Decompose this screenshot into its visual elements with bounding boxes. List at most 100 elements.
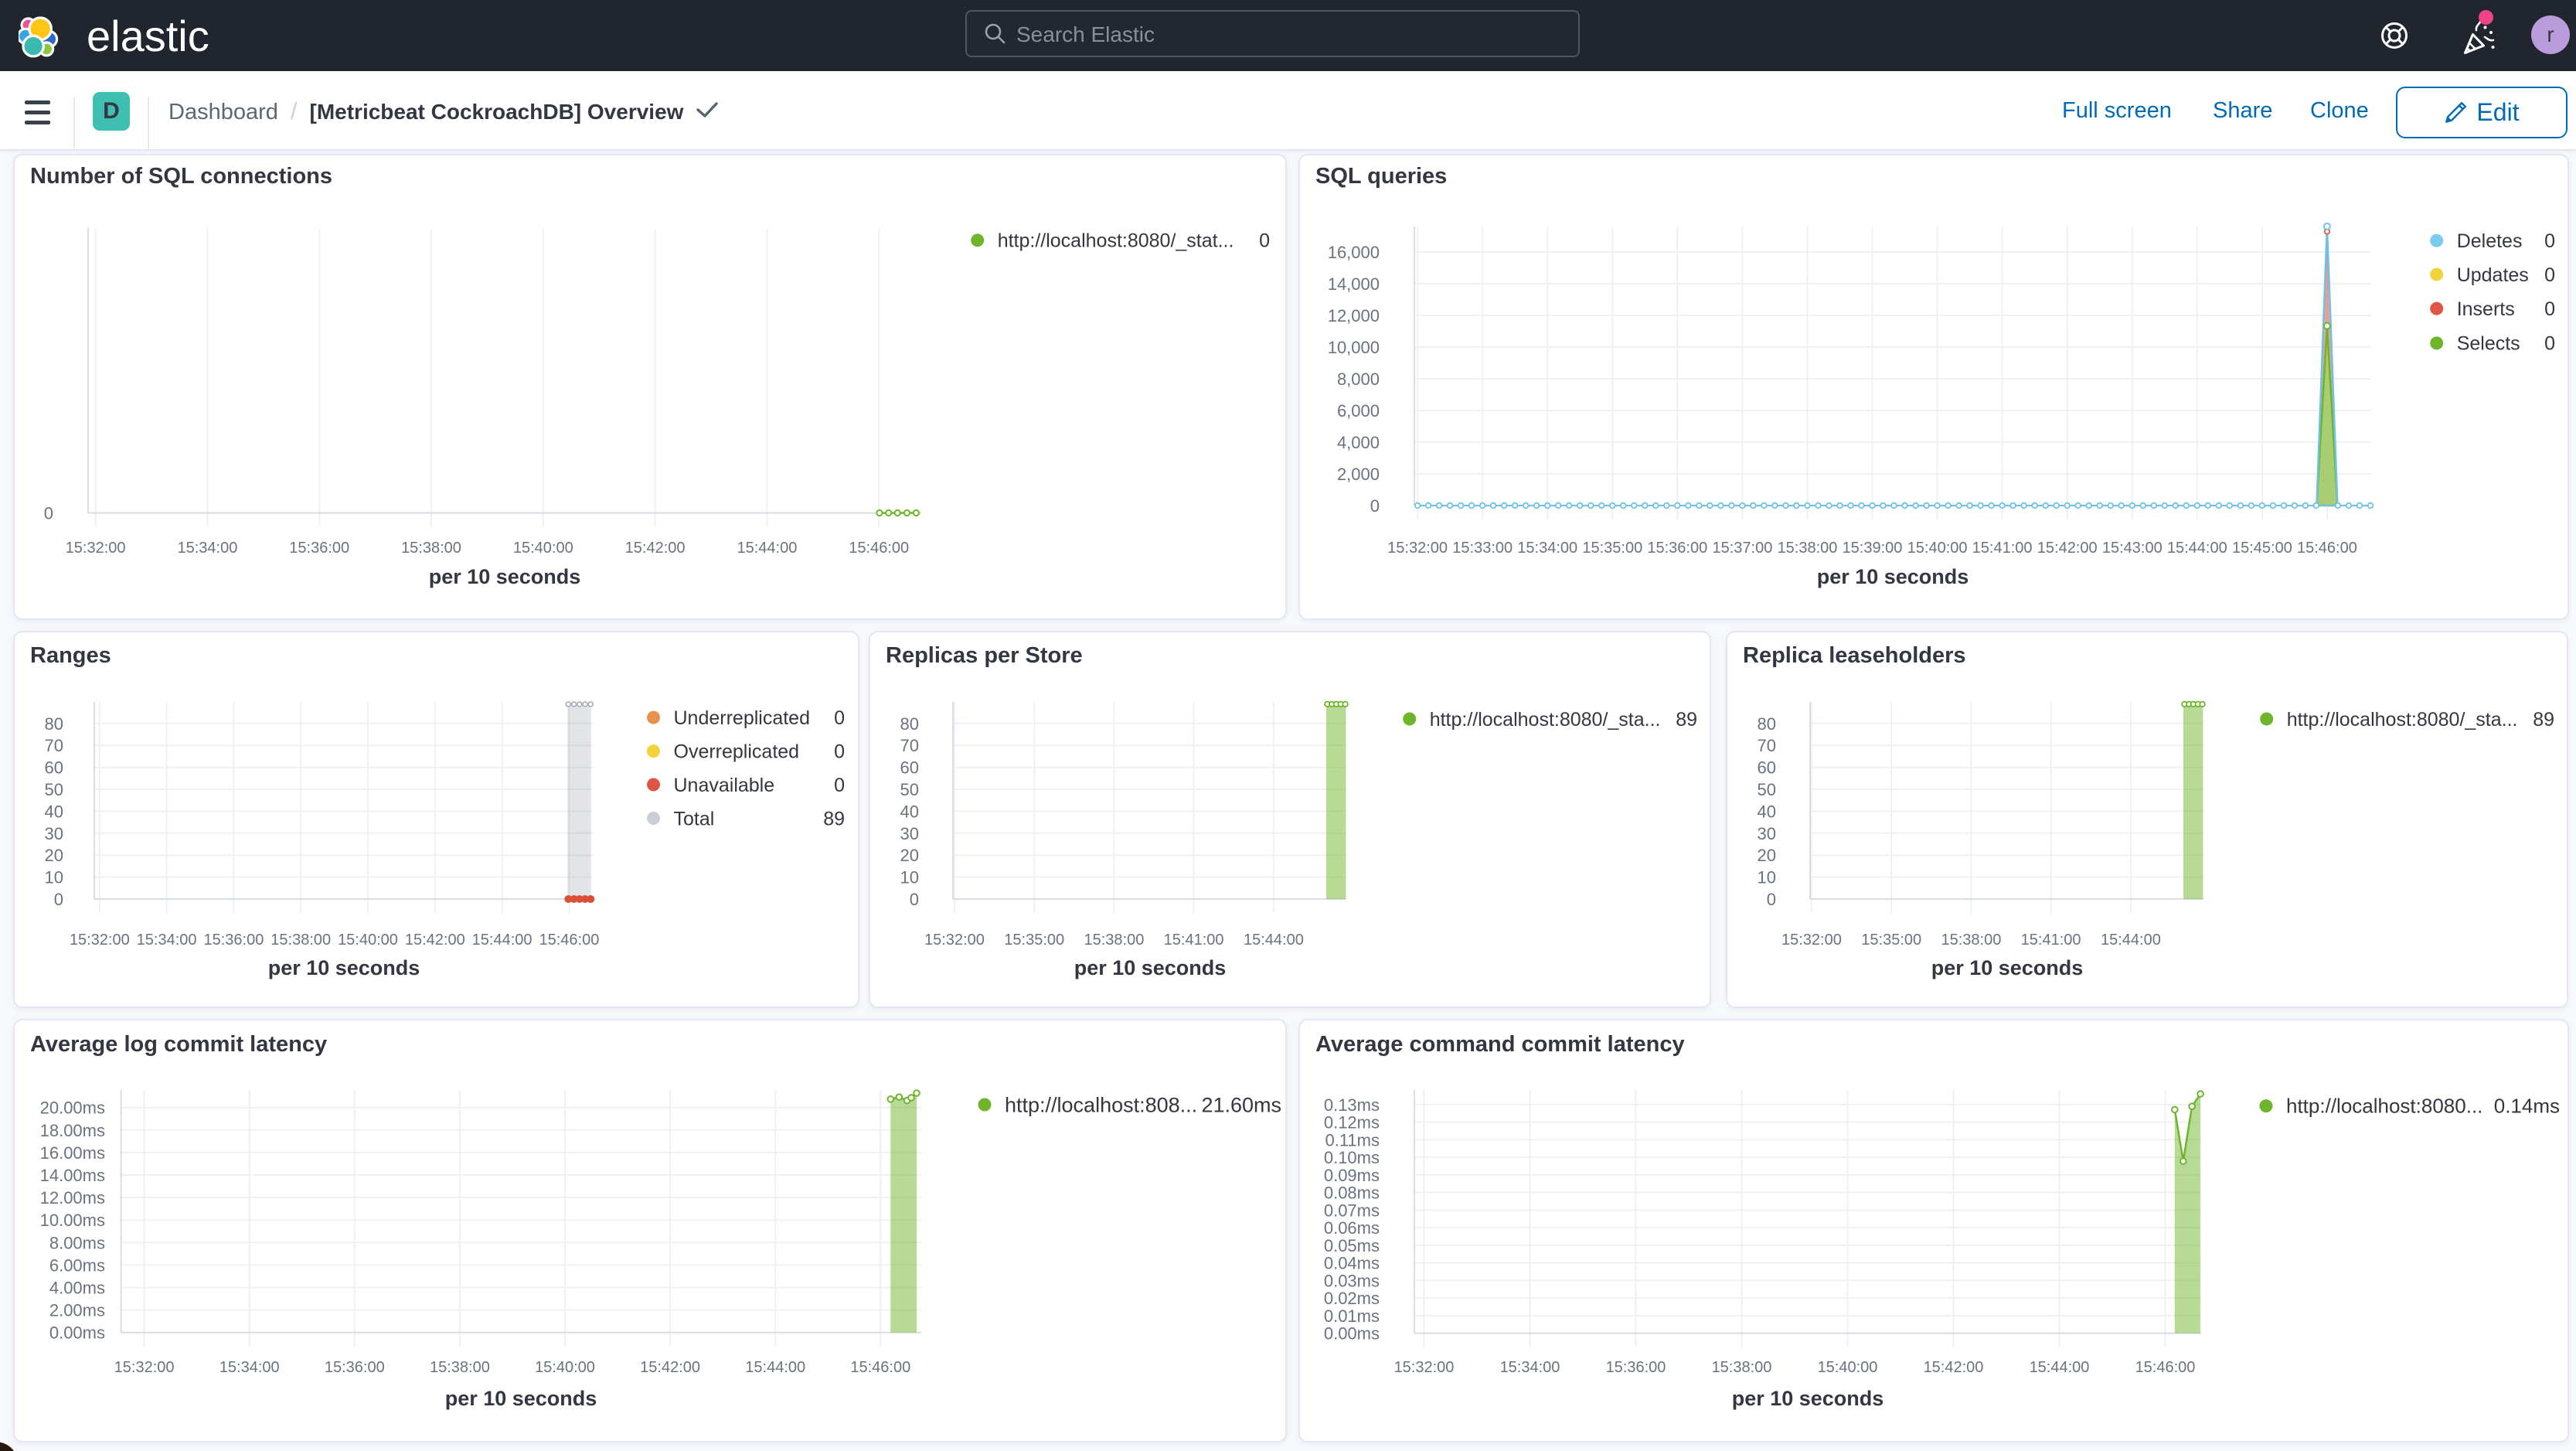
svg-text:15:39:00: 15:39:00	[1843, 540, 1903, 557]
svg-text:Total: Total	[674, 808, 715, 829]
svg-text:12.00ms: 12.00ms	[40, 1188, 105, 1207]
svg-text:50: 50	[1758, 780, 1776, 799]
svg-text:0: 0	[834, 775, 845, 796]
svg-text:15:41:00: 15:41:00	[2021, 932, 2081, 949]
svg-text:http://localhost:808...: http://localhost:808...	[1005, 1093, 1197, 1116]
svg-text:15:35:00: 15:35:00	[1582, 540, 1642, 557]
svg-text:70: 70	[45, 736, 63, 755]
svg-text:0: 0	[54, 890, 63, 909]
svg-text:15:37:00: 15:37:00	[1712, 540, 1772, 557]
svg-text:Average log commit latency: Average log commit latency	[30, 1032, 327, 1057]
svg-text:15:43:00: 15:43:00	[2102, 540, 2163, 557]
svg-text:SQL queries: SQL queries	[1315, 164, 1447, 189]
svg-text:http://localhost:8080/_stat...: http://localhost:8080/_stat...	[998, 230, 1234, 252]
svg-text:10.00ms: 10.00ms	[40, 1211, 105, 1230]
svg-text:80: 80	[1758, 714, 1776, 734]
svg-text:10,000: 10,000	[1328, 338, 1380, 357]
svg-text:15:44:00: 15:44:00	[737, 540, 797, 557]
svg-text:10: 10	[900, 868, 919, 887]
svg-text:15:46:00: 15:46:00	[2297, 540, 2357, 557]
svg-text:0.13ms: 0.13ms	[1324, 1095, 1380, 1115]
svg-text:0: 0	[1370, 496, 1380, 516]
svg-text:21.60ms: 21.60ms	[1201, 1093, 1281, 1116]
svg-text:0: 0	[2544, 264, 2555, 286]
svg-text:15:36:00: 15:36:00	[203, 932, 264, 949]
svg-text:14.00ms: 14.00ms	[40, 1166, 105, 1185]
svg-text:15:32:00: 15:32:00	[1387, 540, 1448, 557]
svg-text:15:34:00: 15:34:00	[219, 1359, 280, 1376]
svg-text:2,000: 2,000	[1337, 465, 1380, 484]
svg-text:15:35:00: 15:35:00	[1861, 932, 1921, 949]
svg-text:15:36:00: 15:36:00	[325, 1359, 385, 1376]
svg-text:15:34:00: 15:34:00	[1517, 540, 1577, 557]
svg-text:50: 50	[900, 780, 919, 799]
svg-text:15:44:00: 15:44:00	[1244, 932, 1304, 949]
svg-text:15:38:00: 15:38:00	[1778, 540, 1838, 557]
svg-text:15:38:00: 15:38:00	[1941, 932, 2001, 949]
svg-text:0.07ms: 0.07ms	[1324, 1201, 1380, 1220]
svg-text:30: 30	[45, 824, 63, 843]
svg-text:20: 20	[45, 846, 63, 865]
svg-text:Overreplicated: Overreplicated	[674, 741, 800, 762]
svg-text:15:41:00: 15:41:00	[1164, 932, 1224, 949]
svg-text:89: 89	[1676, 709, 1697, 731]
svg-text:0.11ms: 0.11ms	[1325, 1130, 1380, 1150]
svg-text:15:40:00: 15:40:00	[513, 540, 573, 557]
svg-text:16,000: 16,000	[1328, 243, 1380, 262]
svg-text:0.08ms: 0.08ms	[1324, 1184, 1380, 1203]
svg-text:Replicas per Store: Replicas per Store	[886, 643, 1083, 668]
svg-text:15:32:00: 15:32:00	[1781, 932, 1842, 949]
svg-text:15:38:00: 15:38:00	[1712, 1359, 1772, 1376]
svg-text:15:42:00: 15:42:00	[405, 932, 465, 949]
svg-text:15:42:00: 15:42:00	[2037, 540, 2098, 557]
svg-text:6.00ms: 6.00ms	[49, 1255, 105, 1275]
svg-text:15:46:00: 15:46:00	[539, 932, 599, 949]
svg-text:40: 40	[900, 802, 919, 821]
svg-text:Selects: Selects	[2457, 333, 2520, 355]
svg-text:70: 70	[1758, 736, 1776, 755]
svg-text:18.00ms: 18.00ms	[40, 1121, 105, 1140]
svg-text:8,000: 8,000	[1337, 370, 1380, 389]
svg-text:70: 70	[900, 736, 919, 755]
svg-text:4.00ms: 4.00ms	[49, 1279, 105, 1298]
svg-text:0.10ms: 0.10ms	[1324, 1148, 1380, 1167]
svg-text:15:44:00: 15:44:00	[472, 932, 533, 949]
svg-text:0.12ms: 0.12ms	[1324, 1113, 1380, 1133]
svg-text:8.00ms: 8.00ms	[49, 1233, 105, 1252]
svg-text:Average command commit latency: Average command commit latency	[1315, 1032, 1685, 1057]
svg-text:15:38:00: 15:38:00	[430, 1359, 490, 1376]
svg-text:6,000: 6,000	[1337, 401, 1380, 421]
svg-text:0.05ms: 0.05ms	[1324, 1236, 1380, 1255]
svg-text:0.04ms: 0.04ms	[1324, 1254, 1380, 1273]
svg-text:14,000: 14,000	[1328, 274, 1380, 294]
svg-text:15:44:00: 15:44:00	[2167, 540, 2227, 557]
svg-text:15:41:00: 15:41:00	[1972, 540, 2033, 557]
svg-text:Ranges: Ranges	[30, 643, 111, 668]
svg-text:15:36:00: 15:36:00	[1606, 1359, 1666, 1376]
svg-text:89: 89	[823, 808, 845, 829]
svg-text:15:46:00: 15:46:00	[2135, 1359, 2196, 1376]
svg-text:0.00ms: 0.00ms	[49, 1323, 105, 1343]
svg-text:per 10 seconds: per 10 seconds	[1931, 956, 2084, 979]
svg-text:4,000: 4,000	[1337, 433, 1380, 452]
svg-text:http://localhost:8080...: http://localhost:8080...	[2286, 1095, 2482, 1118]
svg-text:per 10 seconds: per 10 seconds	[1732, 1387, 1884, 1410]
svg-text:15:34:00: 15:34:00	[137, 932, 197, 949]
svg-text:2.00ms: 2.00ms	[49, 1301, 105, 1320]
svg-text:40: 40	[1758, 802, 1776, 821]
svg-text:0: 0	[44, 504, 53, 523]
svg-text:80: 80	[45, 714, 63, 734]
svg-text:15:46:00: 15:46:00	[850, 1359, 910, 1376]
svg-text:Number of SQL connections: Number of SQL connections	[30, 164, 332, 189]
svg-text:15:35:00: 15:35:00	[1004, 932, 1064, 949]
svg-text:16.00ms: 16.00ms	[40, 1143, 105, 1163]
svg-text:15:36:00: 15:36:00	[1647, 540, 1707, 557]
svg-text:15:44:00: 15:44:00	[745, 1359, 805, 1376]
svg-text:15:45:00: 15:45:00	[2232, 540, 2292, 557]
svg-text:0: 0	[834, 707, 845, 729]
svg-text:0.00ms: 0.00ms	[1324, 1324, 1380, 1344]
svg-text:60: 60	[45, 758, 63, 778]
svg-text:15:40:00: 15:40:00	[535, 1359, 595, 1376]
svg-text:15:40:00: 15:40:00	[338, 932, 398, 949]
svg-text:15:38:00: 15:38:00	[1084, 932, 1144, 949]
